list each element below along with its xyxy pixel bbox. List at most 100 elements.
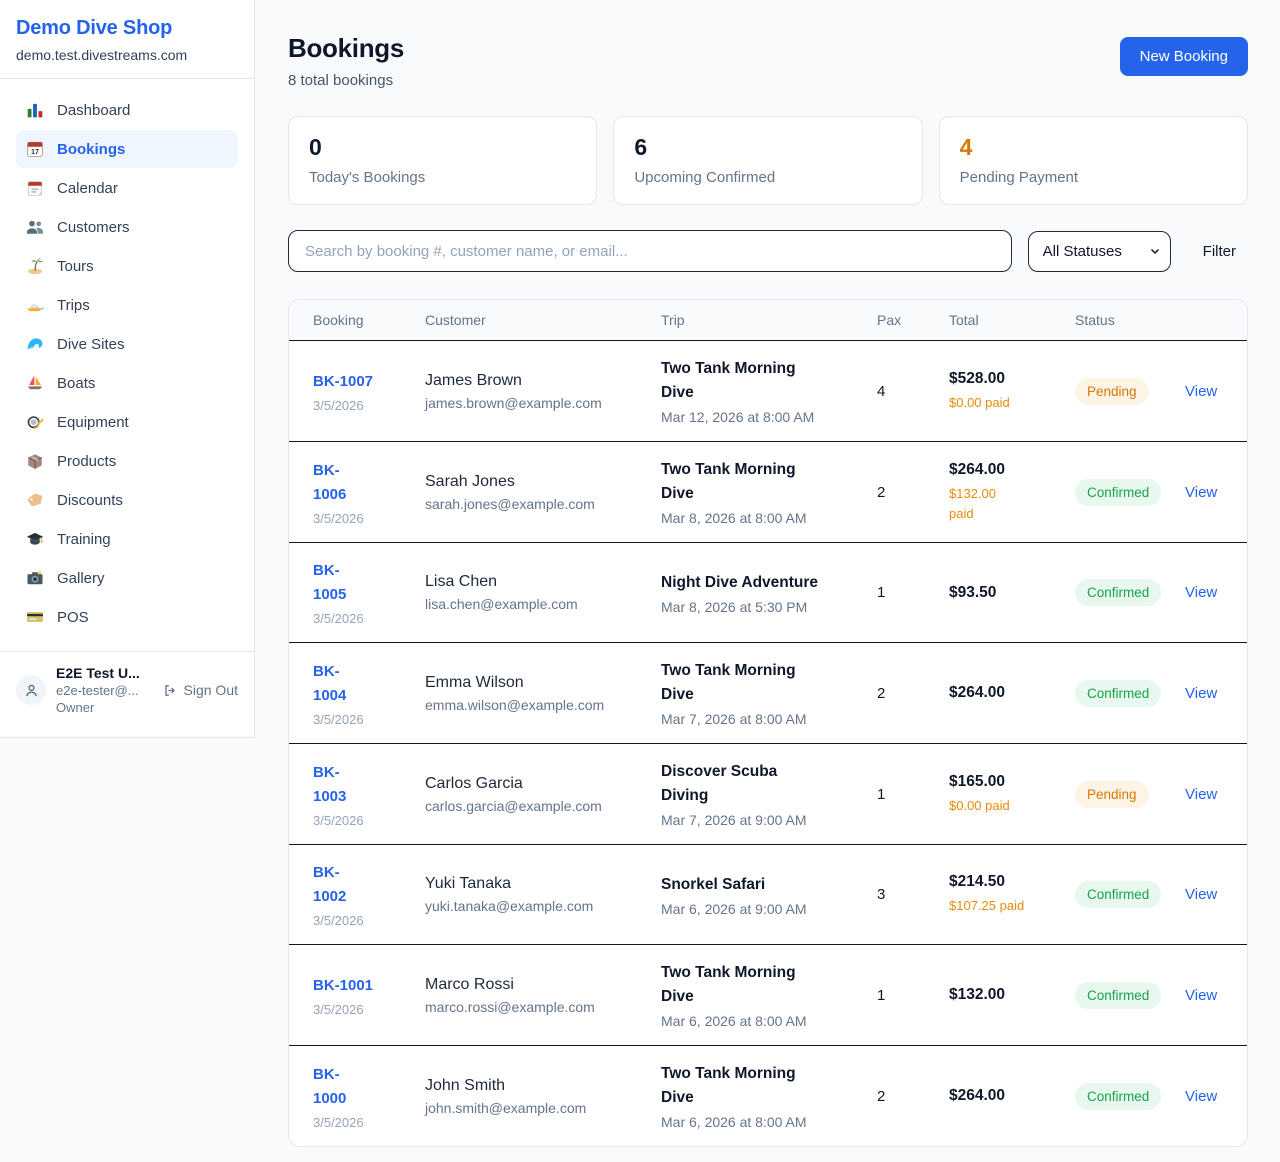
filter-button[interactable]: Filter	[1202, 242, 1236, 260]
customer-name: James Brown	[425, 371, 522, 389]
booking-id-link[interactable]: BK- 1005	[313, 562, 347, 604]
customer-email: yuki.tanaka@example.com	[425, 898, 594, 915]
booking-id-link[interactable]: BK- 1003	[313, 763, 347, 805]
customer-email: emma.wilson@example.com	[425, 696, 605, 713]
booking-date: 3/5/2026	[313, 1114, 364, 1130]
status-filter-select[interactable]: All Statuses	[1027, 230, 1171, 272]
search-input[interactable]	[288, 230, 1012, 272]
sidebar-item-label: Bookings	[57, 140, 126, 158]
status-badge: Confirmed	[1075, 1082, 1162, 1110]
status-badge: Confirmed	[1075, 981, 1162, 1009]
sidebar-item[interactable]: Equipment	[16, 403, 238, 441]
sidebar-item-label: Training	[57, 530, 111, 548]
booking-id-link[interactable]: BK- 1002	[313, 864, 347, 906]
total-amount: $165.00	[949, 772, 1006, 790]
booking-id-link[interactable]: BK- 1004	[313, 662, 347, 704]
booking-id-link[interactable]: BK-1007	[313, 372, 374, 390]
sidebar-item[interactable]: Trips	[16, 286, 238, 324]
paid-amount: $107.25 paid	[949, 898, 1025, 914]
status-badge: Pending	[1075, 780, 1149, 808]
sidebar-header: Demo Dive Shop demo.test.divestreams.com	[0, 0, 254, 79]
trip-datetime: Mar 7, 2026 at 8:00 AM	[661, 711, 807, 728]
view-link[interactable]: View	[1185, 584, 1218, 602]
sidebar-item[interactable]: Customers	[16, 208, 238, 246]
sidebar-item[interactable]: Gallery	[16, 559, 238, 597]
sidebar-item[interactable]: Discounts	[16, 481, 238, 519]
view-link[interactable]: View	[1185, 886, 1218, 904]
trip-datetime: Mar 6, 2026 at 9:00 AM	[661, 900, 807, 917]
booking-id-link[interactable]: BK-1001	[313, 976, 374, 994]
sidebar-item[interactable]: Dive Sites	[16, 325, 238, 363]
view-link[interactable]: View	[1185, 1087, 1218, 1105]
table-row: BK- 1003 3/5/2026 Carlos Garcia carlos.g…	[289, 744, 1247, 846]
sidebar-item[interactable]: 17 Bookings	[16, 130, 238, 168]
pax-count: 1	[877, 584, 886, 602]
customer-email: marco.rossi@example.com	[425, 998, 595, 1015]
sidebar-item-label: Gallery	[57, 569, 105, 587]
sidebar: Demo Dive Shop demo.test.divestreams.com…	[0, 0, 255, 738]
sidebar-item[interactable]: Products	[16, 442, 238, 480]
trip-name: Two Tank Morning Dive	[661, 1065, 796, 1107]
status-filter: All Statuses	[1027, 230, 1171, 272]
customer-email: lisa.chen@example.com	[425, 596, 578, 613]
view-link[interactable]: View	[1185, 785, 1218, 803]
booking-date: 3/5/2026	[313, 913, 364, 929]
nav-icon	[26, 374, 44, 392]
pax-count: 1	[877, 986, 886, 1004]
user-meta: E2E Test U... e2e-tester@... Owner	[56, 665, 140, 715]
sign-out-button[interactable]: Sign Out	[163, 682, 238, 698]
view-link[interactable]: View	[1185, 483, 1218, 501]
status-badge: Confirmed	[1075, 881, 1162, 909]
total-amount: $264.00	[949, 684, 1006, 702]
stat-cards: 0 Today's Bookings 6 Upcoming Confirmed …	[288, 116, 1248, 205]
sidebar-item[interactable]: Dashboard	[16, 91, 238, 129]
sidebar-item[interactable]: Tours	[16, 247, 238, 285]
stat-label: Today's Bookings	[309, 169, 426, 186]
pax-count: 1	[877, 785, 886, 803]
column-header-pax: Pax	[877, 312, 902, 328]
nav-icon	[26, 296, 44, 314]
booking-id-link[interactable]: BK- 1006	[313, 461, 347, 503]
trip-datetime: Mar 8, 2026 at 8:00 AM	[661, 510, 807, 527]
sidebar-item[interactable]: Training	[16, 520, 238, 558]
sidebar-item[interactable]: POS	[16, 598, 238, 636]
sidebar-item-label: POS	[57, 608, 89, 626]
table-row: BK- 1006 3/5/2026 Sarah Jones sarah.jone…	[289, 442, 1247, 544]
new-booking-button[interactable]: New Booking	[1119, 37, 1248, 76]
paid-amount: $0.00 paid	[949, 394, 1010, 410]
booking-id-link[interactable]: BK- 1000	[313, 1065, 347, 1107]
trip-datetime: Mar 8, 2026 at 5:30 PM	[661, 598, 808, 615]
booking-date: 3/5/2026	[313, 812, 364, 828]
sidebar-item[interactable]: Calendar	[16, 169, 238, 207]
trip-name: Two Tank Morning Dive	[661, 461, 796, 503]
sidebar-item-label: Equipment	[57, 413, 129, 431]
booking-date: 3/5/2026	[313, 711, 364, 727]
view-link[interactable]: View	[1185, 986, 1218, 1004]
column-header-booking: Booking	[313, 312, 364, 328]
status-badge: Pending	[1075, 377, 1149, 405]
trip-name: Night Dive Adventure	[661, 573, 819, 591]
total-amount: $264.00	[949, 1087, 1006, 1105]
sidebar-item-label: Dive Sites	[57, 335, 125, 353]
svg-text:17: 17	[31, 147, 39, 156]
table-row: BK-1007 3/5/2026 James Brown james.brown…	[289, 341, 1247, 443]
nav-icon	[26, 608, 44, 626]
table-row: BK- 1002 3/5/2026 Yuki Tanaka yuki.tanak…	[289, 845, 1247, 946]
nav-icon	[26, 491, 44, 509]
trip-datetime: Mar 7, 2026 at 9:00 AM	[661, 812, 807, 829]
customer-name: Sarah Jones	[425, 472, 515, 490]
table-row: BK- 1004 3/5/2026 Emma Wilson emma.wilso…	[289, 643, 1247, 745]
stat-label: Upcoming Confirmed	[634, 169, 776, 186]
booking-date: 3/5/2026	[313, 510, 364, 526]
total-amount: $264.00	[949, 461, 1006, 479]
stat-card: 6 Upcoming Confirmed	[613, 116, 923, 205]
view-link[interactable]: View	[1185, 382, 1218, 400]
nav-icon	[26, 530, 44, 548]
person-icon	[25, 684, 37, 696]
nav-icon: 17	[26, 140, 44, 158]
sidebar-item[interactable]: Boats	[16, 364, 238, 402]
view-link[interactable]: View	[1185, 684, 1218, 702]
nav-icon	[26, 452, 44, 470]
user-role: Owner	[56, 700, 95, 715]
total-amount: $214.50	[949, 873, 1006, 891]
